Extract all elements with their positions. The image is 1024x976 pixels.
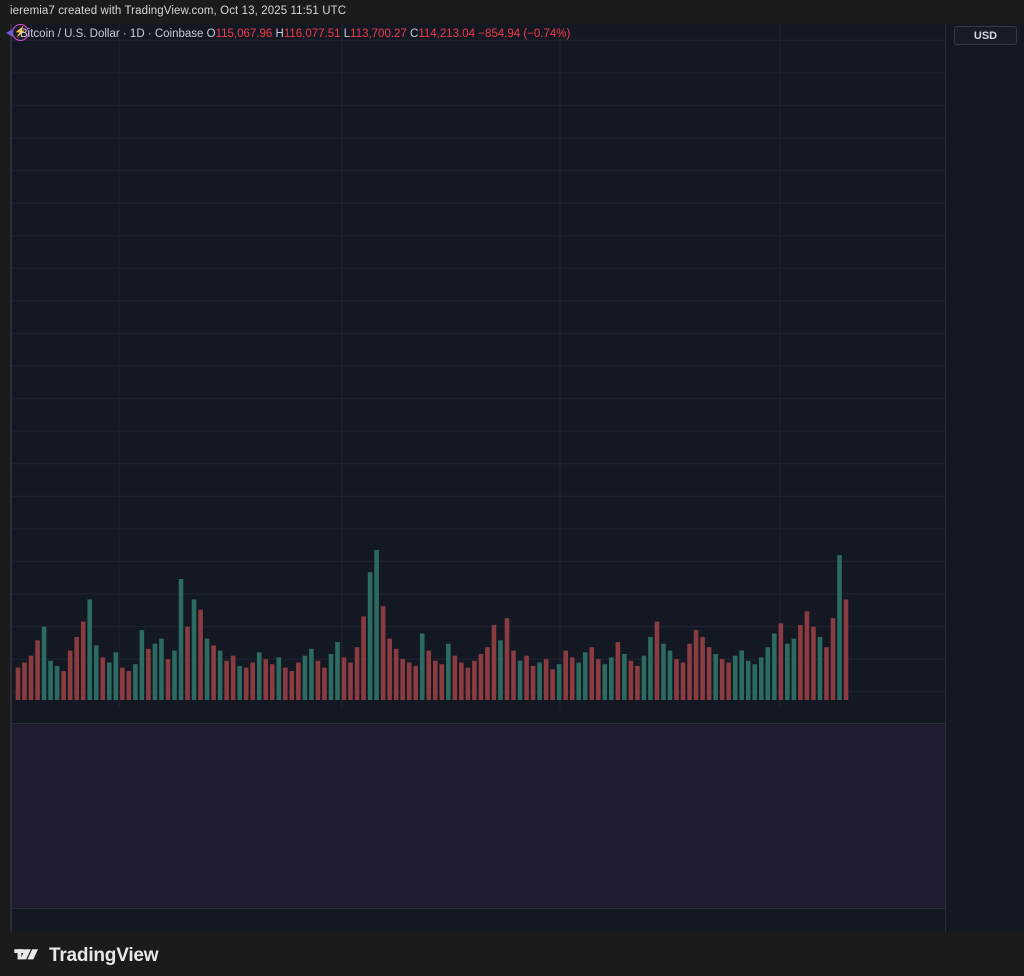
rsi-band-background (12, 724, 947, 908)
tradingview-logo-icon (14, 947, 41, 966)
legend-low-label: L (343, 28, 351, 40)
legend-open-label: O (206, 28, 216, 40)
attribution-text: ieremia7 created with TradingView.com, O… (10, 5, 347, 17)
pane-divider-bottom (12, 908, 1016, 909)
legend-open-value: 115,067.96 (215, 28, 273, 40)
legend-close-label: C (410, 28, 419, 40)
brand-name: TradingView (49, 945, 159, 966)
bolt-glyph: ⚡ (14, 26, 27, 38)
price-pane-canvas (12, 24, 947, 708)
brand-bar: TradingView (0, 936, 1024, 976)
earnings-bolt-pointer (6, 29, 13, 37)
legend-close-value: 114,213.04 (418, 28, 476, 40)
price-pane[interactable] (12, 24, 947, 708)
chart-frame[interactable]: Bitcoin / U.S. Dollar · 1D · Coinbase O1… (6, 24, 1016, 932)
earnings-bolt-icon[interactable]: ⚡ (6, 24, 29, 41)
time-axis[interactable] (10, 885, 945, 932)
legend-symbol[interactable]: Bitcoin / U.S. Dollar · 1D · Coinbase (20, 28, 204, 40)
legend-change: −854.94 (−0.74%) (478, 28, 571, 40)
rsi-pane[interactable] (12, 724, 947, 908)
legend-low-value: 113,700.27 (350, 28, 407, 40)
pane-divider-top (12, 723, 1016, 724)
chart-legend: Bitcoin / U.S. Dollar · 1D · Coinbase O1… (20, 27, 570, 41)
legend-high-label: H (275, 28, 284, 40)
legend-high-value: 116,077.51 (283, 28, 341, 40)
currency-badge[interactable]: USD (954, 26, 1017, 45)
price-axis[interactable]: USD (945, 24, 1024, 932)
